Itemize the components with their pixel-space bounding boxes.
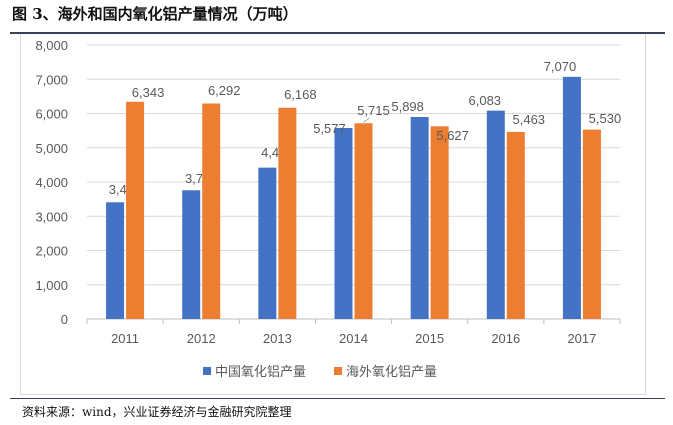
bar-overseas <box>354 123 373 319</box>
y-tick-label: 8,000 <box>35 38 68 53</box>
source-divider <box>10 398 665 399</box>
data-label: 6,168 <box>284 87 317 102</box>
y-tick-label: 0 <box>61 312 68 327</box>
figure-title: 图 3、海外和国内氧化铝产量情况（万吨） <box>12 5 298 23</box>
x-tick-label: 2013 <box>263 331 292 346</box>
data-label: 5,463 <box>513 112 546 127</box>
data-label: 5,577 <box>313 121 346 136</box>
x-tick-label: 2011 <box>111 331 139 346</box>
data-label: 6,292 <box>208 83 241 98</box>
bar-china <box>258 167 277 319</box>
source-note: 资料来源：wind，兴业证券经济与金融研究院整理 <box>22 405 292 419</box>
y-tick-label: 6,000 <box>35 107 68 122</box>
bar-china <box>106 202 125 319</box>
data-label: 6,343 <box>132 85 165 100</box>
y-tick-label: 2,000 <box>35 244 68 259</box>
bar-overseas <box>506 131 525 319</box>
data-label: 7,070 <box>544 59 577 74</box>
y-tick-label: 5,000 <box>35 141 68 156</box>
data-label: 5,715 <box>357 103 390 118</box>
x-tick-label: 2014 <box>339 331 368 346</box>
x-tick-label: 2017 <box>567 331 596 346</box>
legend-label: 海外氧化铝产量 <box>346 365 437 380</box>
bar-overseas <box>278 107 297 319</box>
legend-swatch <box>203 367 211 375</box>
bar-china <box>410 116 429 319</box>
y-tick-label: 4,000 <box>35 175 68 190</box>
legend-swatch <box>334 367 342 375</box>
bar-china <box>562 76 581 319</box>
x-tick-label: 2015 <box>415 331 444 346</box>
title-divider <box>10 32 665 34</box>
data-label: 6,083 <box>469 93 502 108</box>
bar-china <box>334 127 353 319</box>
bar-overseas <box>126 101 145 319</box>
chart-frame <box>20 34 646 395</box>
bar-overseas <box>430 126 449 319</box>
data-label: 5,530 <box>589 111 622 126</box>
x-tick-label: 2016 <box>491 331 520 346</box>
y-tick-label: 1,000 <box>35 278 68 293</box>
leader-line <box>363 117 370 123</box>
y-tick-label: 7,000 <box>35 72 68 87</box>
bar-overseas <box>582 129 601 319</box>
data-label: 5,627 <box>436 128 469 143</box>
bar-china <box>486 110 505 319</box>
y-tick-label: 3,000 <box>35 209 68 224</box>
legend-label: 中国氧化铝产量 <box>215 365 306 380</box>
data-label: 5,898 <box>391 99 424 114</box>
bar-overseas <box>202 103 221 320</box>
bar-china <box>182 190 201 319</box>
x-tick-label: 2012 <box>187 331 216 346</box>
